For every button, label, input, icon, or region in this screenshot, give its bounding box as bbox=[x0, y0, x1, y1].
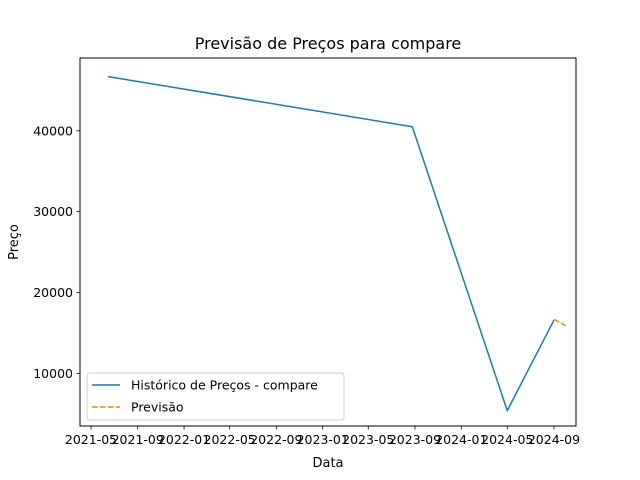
x-tick-label: 2021-09 bbox=[112, 432, 164, 447]
x-tick-label: 2022-05 bbox=[204, 432, 256, 447]
legend-label: Histórico de Preços - compare bbox=[131, 378, 318, 393]
y-axis: 10000 20000 30000 40000 bbox=[33, 123, 80, 381]
x-tick-label: 2024-01 bbox=[435, 432, 487, 447]
legend-box bbox=[86, 372, 345, 421]
y-tick-label: 10000 bbox=[33, 366, 73, 381]
y-tick-label: 40000 bbox=[33, 123, 73, 138]
plot-area bbox=[79, 57, 577, 427]
x-tick-label: 2022-01 bbox=[158, 432, 210, 447]
x-tick-label: 2023-01 bbox=[297, 432, 349, 447]
x-tick-label: 2022-09 bbox=[250, 432, 302, 447]
series-layer bbox=[107, 75, 566, 412]
y-tick-label: 30000 bbox=[33, 204, 73, 219]
series-line-previsao bbox=[553, 318, 566, 327]
x-tick-label: 2023-09 bbox=[389, 432, 441, 447]
x-tick-label: 2023-05 bbox=[342, 432, 394, 447]
series-line-historico bbox=[107, 75, 555, 412]
x-axis-label: Data bbox=[312, 456, 343, 471]
y-axis-label: Preço bbox=[7, 224, 22, 260]
x-tick-label: 2024-05 bbox=[481, 432, 533, 447]
y-tick-label: 20000 bbox=[33, 285, 73, 300]
legend: Histórico de Preços - compare Previsão bbox=[86, 372, 345, 421]
legend-label: Previsão bbox=[131, 400, 184, 415]
chart-title: Previsão de Preços para compare bbox=[195, 34, 462, 53]
x-tick-label: 2024-09 bbox=[528, 432, 580, 447]
x-tick-label: 2021-05 bbox=[65, 432, 117, 447]
x-axis: 2021-052021-092022-012022-052022-092023-… bbox=[65, 426, 580, 447]
